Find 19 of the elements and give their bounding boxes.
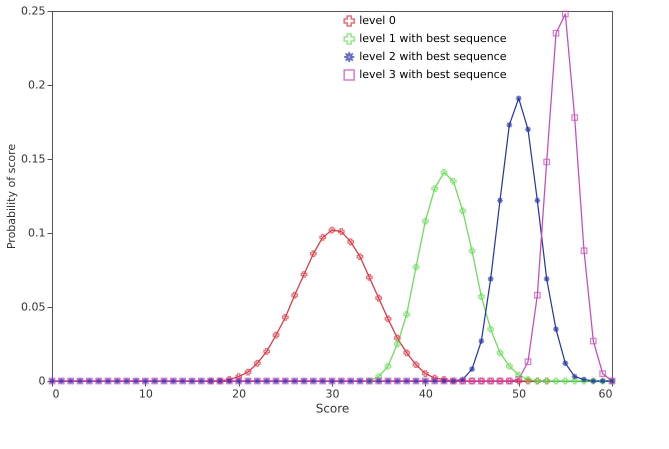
y-axis-title: Probability of score [5, 144, 18, 250]
y-tick-label: 0.15 [21, 152, 46, 166]
legend-label: level 3 with best sequence [359, 68, 507, 81]
y-tick-label: 0.2 [28, 78, 46, 92]
y-tick-label: 0.05 [21, 300, 46, 314]
x-tick-label: 0 [52, 388, 60, 400]
x-tick-label: 20 [232, 388, 246, 400]
x-tick-label: 50 [512, 388, 526, 400]
y-tick-label: 0.1 [28, 226, 46, 240]
x-tick-label: 30 [326, 388, 340, 400]
x-axis-title: Score [316, 402, 350, 416]
legend-label: level 2 with best sequence [359, 50, 507, 63]
x-tick-label: 40 [418, 388, 433, 400]
legend-label: level 0 [359, 14, 396, 27]
x-tick-label: 10 [138, 388, 153, 400]
y-tick-label: 0 [38, 374, 46, 388]
x-tick-label: 60 [598, 388, 612, 400]
legend-label: level 1 with best sequence [359, 32, 507, 45]
y-tick-label: 0.25 [21, 4, 46, 18]
